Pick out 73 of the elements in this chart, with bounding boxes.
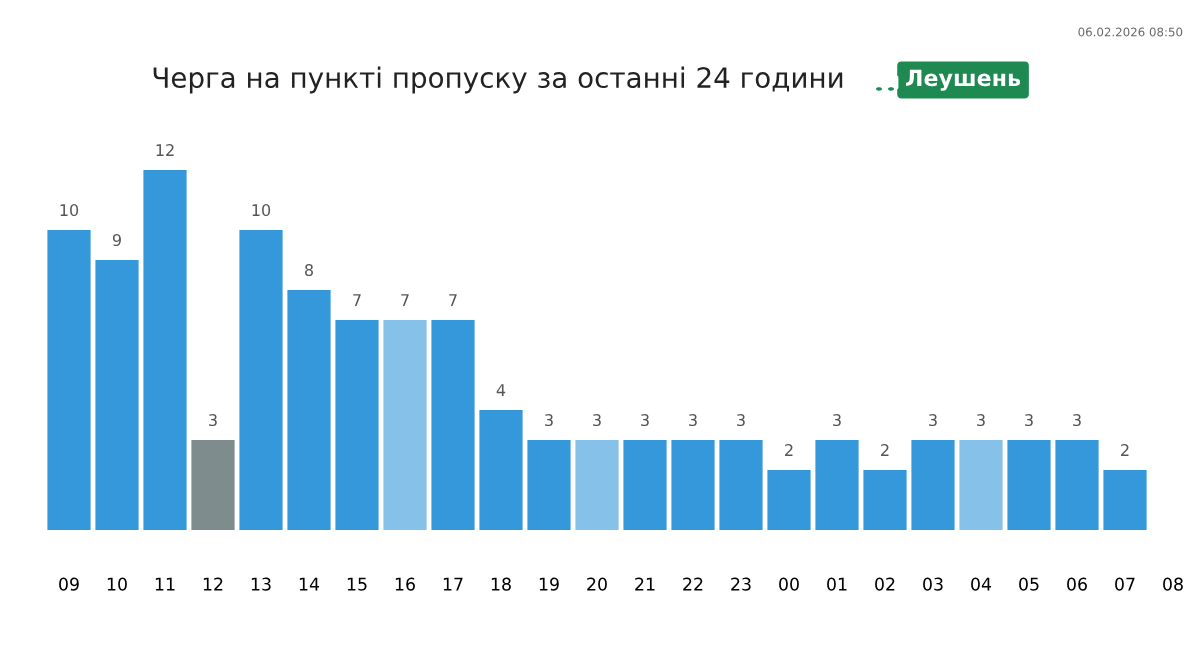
bar [95, 260, 139, 530]
x-tick-label: 12 [203, 577, 223, 591]
x-tick-label: 21 [635, 577, 655, 591]
data-label: 3 [737, 414, 745, 427]
x-tick-label: 18 [491, 577, 511, 591]
data-label: 7 [401, 294, 409, 306]
data-label: 3 [1073, 414, 1081, 427]
data-label: 9 [112, 234, 121, 247]
x-tick-label: 14 [299, 577, 320, 591]
data-label: 3 [545, 414, 553, 427]
data-label: 3 [641, 414, 649, 427]
data-label: 3 [689, 414, 697, 427]
data-label: 2 [1121, 444, 1129, 456]
bar [767, 470, 811, 530]
x-tick-label: 17 [443, 577, 463, 591]
x-tick-label: 10 [107, 577, 127, 591]
x-tick-label: 00 [779, 577, 799, 591]
bar [191, 440, 235, 530]
bar [623, 440, 667, 530]
x-tick-label: 09 [59, 577, 79, 591]
bar [911, 440, 955, 530]
data-label: 3 [929, 414, 937, 427]
x-tick-label: 19 [539, 577, 559, 591]
bar [671, 440, 715, 530]
bar [143, 170, 187, 530]
x-tick-label: 20 [587, 577, 607, 591]
bar [527, 440, 571, 530]
bar [863, 470, 907, 530]
data-label: 7 [353, 294, 361, 306]
x-tick-label: 16 [395, 577, 415, 591]
bar [383, 320, 427, 530]
x-tick-label: 11 [155, 577, 175, 591]
bar [47, 230, 91, 530]
chart-title: Черга на пункті пропуску за останні 24 години [153, 66, 843, 94]
x-tick-label: 07 [1115, 577, 1135, 591]
bar [719, 440, 763, 530]
bar [1055, 440, 1099, 530]
data-label: 3 [1025, 414, 1033, 427]
x-tick-label: 01 [827, 577, 847, 591]
bar [1103, 470, 1147, 530]
x-tick-label: 23 [731, 577, 751, 591]
bar [335, 320, 379, 530]
chart-subtitle: Леушень [906, 69, 1021, 91]
x-tick-label: 06 [1067, 577, 1087, 591]
text: 06.02.2026 08:50 [1078, 27, 1183, 37]
bar [959, 440, 1003, 530]
data-label: 4 [496, 384, 506, 396]
data-label: 3 [593, 414, 601, 427]
data-label: 2 [785, 444, 793, 456]
data-label: 3 [833, 414, 841, 427]
data-label: 10 [252, 204, 271, 217]
data-label: 7 [449, 294, 457, 306]
bar [287, 290, 331, 530]
data-label: 2 [881, 444, 889, 456]
bar [431, 320, 475, 530]
x-tick-label: 03 [923, 577, 943, 591]
x-tick-label: 13 [251, 577, 271, 591]
bar [1007, 440, 1051, 530]
x-tick-label: 08 [1163, 577, 1183, 591]
x-tick-label: 15 [347, 577, 367, 591]
x-tick-label: 02 [875, 577, 895, 591]
x-tick-label: 05 [1019, 577, 1039, 591]
data-label: 8 [305, 264, 313, 277]
data-label: 3 [209, 414, 217, 427]
bar [815, 440, 859, 530]
bar [575, 440, 619, 530]
x-tick-label: 22 [683, 577, 703, 591]
bar [239, 230, 283, 530]
data-label: 10 [60, 204, 79, 217]
x-tick-label: 04 [971, 577, 992, 591]
data-label: 3 [977, 414, 985, 427]
data-label: 12 [156, 144, 174, 156]
bar [479, 410, 523, 530]
